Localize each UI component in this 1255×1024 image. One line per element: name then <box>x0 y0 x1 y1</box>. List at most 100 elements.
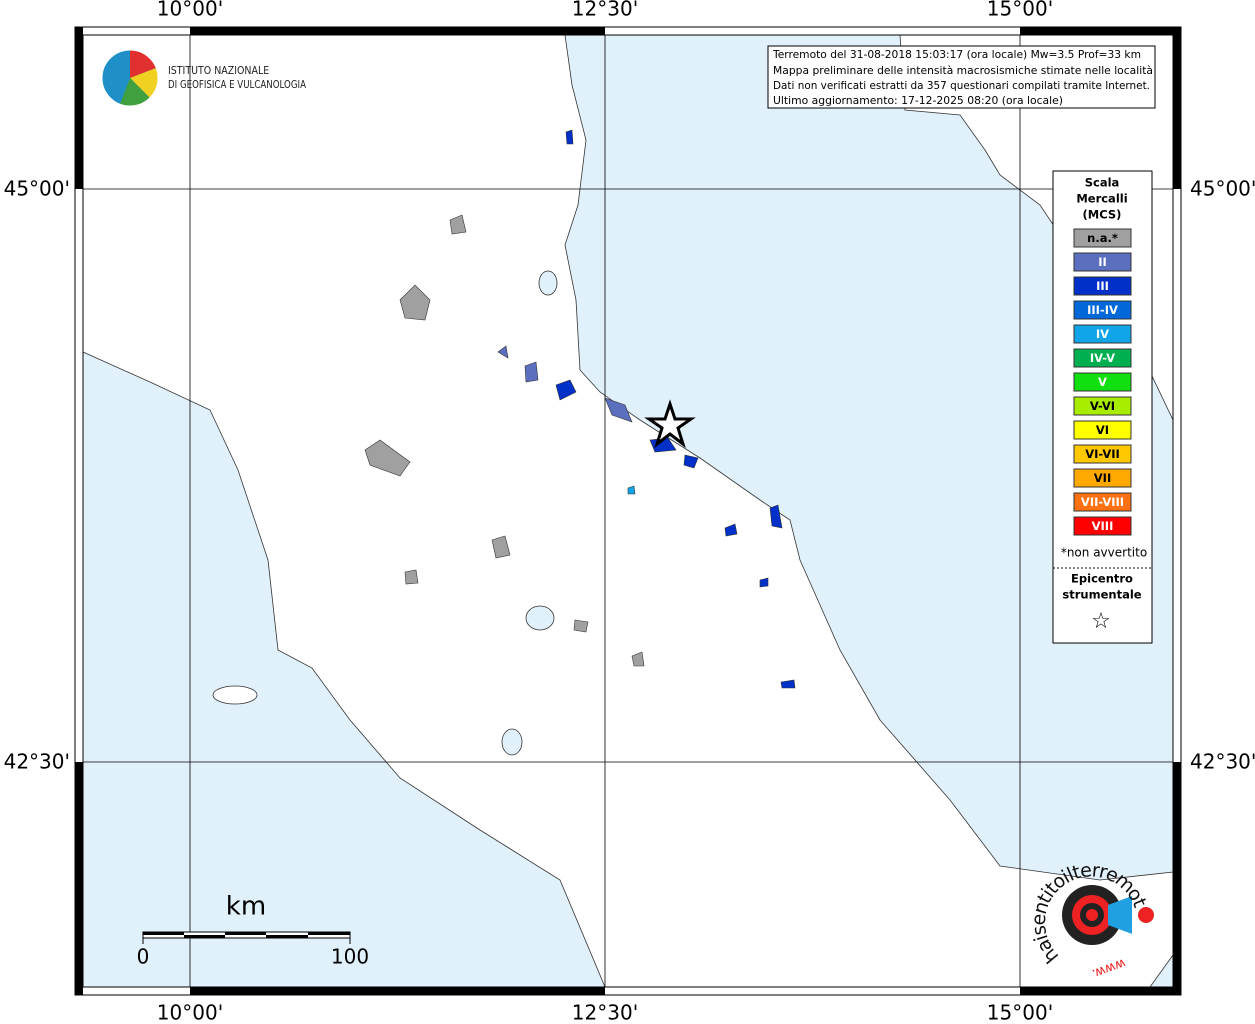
legend-label: III-IV <box>1087 303 1118 317</box>
info-box: Terremoto del 31-08-2018 15:03:17 (ora l… <box>767 45 1156 109</box>
info-line: Dati non verificati estratti da 357 ques… <box>773 79 1150 92</box>
frame-segment <box>190 27 605 35</box>
legend-swatch <box>1073 468 1132 488</box>
logo-text: DI GEOFISICA E VULCANOLOGIA <box>168 79 307 91</box>
legend-swatch <box>1073 276 1132 296</box>
locality <box>683 454 699 469</box>
lon-label: 15°00' <box>987 0 1053 21</box>
lon-label: 10°00' <box>157 0 223 21</box>
coordinate-labels: 10°00' 12°30' 15°00' 10°00' 12°30' 15°00… <box>4 0 1255 1024</box>
graticule <box>83 35 1173 987</box>
legend-swatch <box>1073 444 1132 464</box>
logo-sector <box>130 50 156 78</box>
legend-label: IV-V <box>1090 351 1115 365</box>
legend-epicenter: strumentale <box>1062 588 1141 602</box>
legend-swatch <box>1073 372 1132 392</box>
lon-label: 15°00' <box>987 1001 1053 1024</box>
lat-label: 45°00' <box>4 177 70 201</box>
legend-swatch <box>1073 300 1132 320</box>
frame <box>74 26 1182 996</box>
frame-segment <box>1020 987 1181 995</box>
frame-segment <box>190 987 605 995</box>
legend-star: ☆ <box>1091 609 1111 634</box>
scale-unit: km <box>226 892 266 922</box>
locality <box>404 569 419 585</box>
legend-label: n.a.* <box>1087 231 1118 245</box>
frame-outer <box>74 26 1182 996</box>
legend-swatch <box>1073 396 1132 416</box>
legend-swatch <box>1073 252 1132 272</box>
legend-label: II <box>1098 255 1107 269</box>
locality <box>497 345 509 359</box>
legend-label: VII <box>1094 471 1111 485</box>
info-frame <box>767 45 1156 109</box>
lake <box>538 270 558 296</box>
scale-segment <box>308 932 350 935</box>
lon-label: 10°00' <box>157 1001 223 1024</box>
legend: Scala Mercalli (MCS) *non avvertito Epic… <box>1052 170 1153 644</box>
logo-ring <box>101 49 159 107</box>
logo-sector <box>130 68 159 98</box>
legend-swatch <box>1073 348 1132 368</box>
legend-title: Mercalli <box>1076 192 1127 206</box>
legend-title: (MCS) <box>1083 208 1122 222</box>
locality <box>759 577 769 588</box>
scale-bar: km 0 100 <box>137 892 369 969</box>
scale-segment <box>184 935 225 938</box>
legend-label: III <box>1096 279 1109 293</box>
lon-label: 12°30' <box>572 1001 638 1024</box>
lake <box>501 728 523 756</box>
lake <box>525 605 555 631</box>
frame-segment <box>1173 762 1181 995</box>
locality <box>631 651 645 667</box>
scale-segment <box>143 932 184 935</box>
locality <box>364 439 411 477</box>
localities <box>364 129 796 689</box>
locality <box>604 397 633 423</box>
frame-segment <box>1020 27 1181 35</box>
legend-label: VI-VII <box>1085 447 1120 461</box>
logo-text: ISTITUTO NAZIONALE <box>168 65 269 77</box>
badge-dot <box>1138 907 1154 923</box>
locality <box>627 485 636 495</box>
scale-segment <box>225 932 266 935</box>
locality <box>555 379 577 401</box>
lat-label: 42°30' <box>1190 750 1255 774</box>
legend-label: VIII <box>1092 519 1114 533</box>
lat-label: 42°30' <box>4 750 70 774</box>
legend-label: VII-VIII <box>1081 495 1124 509</box>
legend-label: V <box>1098 375 1107 389</box>
locality <box>449 214 467 235</box>
locality <box>399 284 431 321</box>
legend-title: Scala <box>1085 176 1120 190</box>
info-line: Ultimo aggiornamento: 17-12-2025 08:20 (… <box>773 94 1063 107</box>
locality <box>565 129 574 145</box>
scale-segment <box>266 935 308 938</box>
sea <box>564 34 1174 881</box>
legend-swatch <box>1073 324 1132 344</box>
locality <box>780 679 796 689</box>
lat-label: 45°00' <box>1190 177 1255 201</box>
locality <box>724 523 738 537</box>
legend-swatch <box>1073 420 1132 440</box>
legend-label: IV <box>1096 327 1109 341</box>
frame-segment <box>75 762 83 995</box>
island <box>212 685 258 705</box>
epicenter <box>644 399 696 449</box>
frame-segment <box>75 27 83 189</box>
legend-note: *non avvertito <box>1061 546 1147 560</box>
logo-sector <box>120 78 150 107</box>
info-line: Terremoto del 31-08-2018 15:03:17 (ora l… <box>772 48 1141 61</box>
locality <box>573 619 589 633</box>
legend-label: VI <box>1096 423 1109 437</box>
legend-swatch <box>1073 228 1132 248</box>
legend-swatch <box>1073 516 1132 536</box>
legend-swatch <box>1073 492 1132 512</box>
badge-center <box>1086 909 1098 921</box>
frame-segment <box>1173 27 1181 189</box>
info-line: Mappa preliminare delle intensità macros… <box>773 64 1153 77</box>
locality <box>491 535 511 559</box>
legend-label: V-VI <box>1090 399 1115 413</box>
